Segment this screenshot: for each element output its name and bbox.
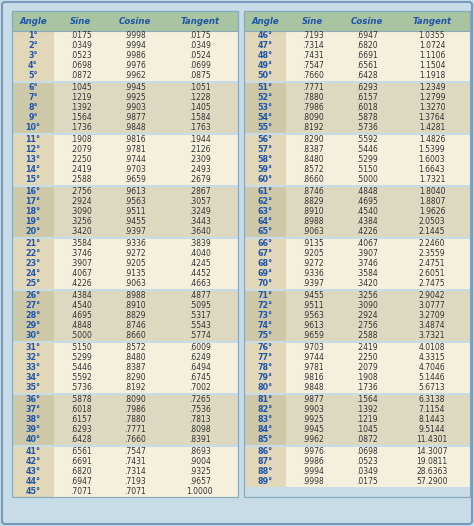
Bar [12, 373, 54, 383]
Bar [244, 405, 470, 415]
Bar [12, 383, 54, 393]
Text: 2.6051: 2.6051 [419, 269, 445, 278]
Bar [12, 415, 54, 425]
Text: 82°: 82° [257, 406, 273, 414]
Bar [12, 61, 238, 71]
Text: 19.0811: 19.0811 [417, 458, 447, 467]
Text: .1228: .1228 [189, 94, 210, 103]
Bar [244, 41, 470, 51]
Bar [12, 393, 238, 395]
Bar [244, 217, 470, 227]
Text: .2079: .2079 [70, 146, 92, 155]
Text: .3907: .3907 [70, 259, 92, 268]
Text: .2679: .2679 [189, 176, 211, 185]
Text: .0875: .0875 [189, 72, 211, 80]
Text: 41°: 41° [26, 448, 41, 457]
Bar [244, 373, 286, 383]
Text: 44°: 44° [26, 478, 41, 487]
Bar [244, 93, 470, 103]
Text: 1.1504: 1.1504 [419, 62, 445, 70]
Bar [12, 197, 238, 207]
Text: 57.2900: 57.2900 [416, 478, 448, 487]
Bar [12, 185, 238, 187]
Text: 34°: 34° [26, 373, 41, 382]
Text: .8290: .8290 [124, 373, 146, 382]
Text: .1908: .1908 [70, 136, 92, 145]
Bar [244, 269, 286, 279]
Text: 46°: 46° [257, 32, 273, 41]
Text: 88°: 88° [257, 468, 273, 477]
Bar [12, 155, 54, 165]
Text: 35°: 35° [26, 383, 41, 392]
Bar [244, 291, 286, 301]
Text: .6249: .6249 [189, 353, 211, 362]
Bar [12, 291, 238, 301]
Bar [244, 467, 470, 477]
Text: .6561: .6561 [356, 62, 378, 70]
Text: .8090: .8090 [302, 114, 324, 123]
Text: .7547: .7547 [302, 62, 324, 70]
Text: 4°: 4° [28, 62, 38, 70]
Text: .9325: .9325 [189, 468, 211, 477]
Text: 1.6643: 1.6643 [419, 166, 445, 175]
Text: 81°: 81° [257, 396, 273, 404]
Text: 43°: 43° [26, 468, 41, 477]
Text: 10°: 10° [26, 124, 41, 133]
Text: .9397: .9397 [302, 279, 324, 288]
Text: .1736: .1736 [356, 383, 378, 392]
Bar [244, 227, 470, 237]
Text: 31°: 31° [26, 343, 41, 352]
Text: .7431: .7431 [124, 458, 146, 467]
Bar [12, 269, 54, 279]
Text: .8572: .8572 [124, 343, 146, 352]
Text: .8988: .8988 [302, 217, 324, 227]
Bar [244, 477, 286, 487]
Text: 23°: 23° [26, 259, 41, 268]
Bar [244, 135, 470, 145]
Text: 56°: 56° [257, 136, 273, 145]
Text: .6820: .6820 [70, 468, 92, 477]
Text: .8480: .8480 [124, 353, 146, 362]
Bar [244, 279, 286, 289]
Text: 1°: 1° [28, 32, 38, 41]
Text: 36°: 36° [26, 396, 41, 404]
Bar [12, 11, 238, 31]
Text: .6820: .6820 [356, 42, 378, 50]
Text: .5150: .5150 [70, 343, 92, 352]
Text: .6293: .6293 [356, 84, 378, 93]
Text: .9945: .9945 [124, 84, 146, 93]
Text: .9994: .9994 [302, 468, 324, 477]
Text: .0349: .0349 [70, 42, 92, 50]
Bar [12, 445, 238, 447]
Bar [244, 447, 286, 457]
Bar [12, 447, 238, 457]
Text: .8387: .8387 [124, 363, 146, 372]
Text: .9205: .9205 [302, 249, 324, 258]
Bar [244, 61, 470, 71]
Text: .5543: .5543 [189, 321, 211, 330]
Text: .7431: .7431 [302, 52, 324, 60]
Bar [12, 395, 238, 405]
Text: .8098: .8098 [189, 426, 211, 434]
Bar [244, 83, 286, 93]
Text: 80°: 80° [257, 383, 273, 392]
Text: 1.3270: 1.3270 [419, 104, 445, 113]
Text: 3.4874: 3.4874 [419, 321, 445, 330]
Bar [244, 363, 286, 373]
Bar [244, 457, 470, 467]
Bar [12, 321, 54, 331]
Text: .8660: .8660 [302, 176, 324, 185]
Text: .3090: .3090 [356, 301, 378, 310]
Text: .8693: .8693 [189, 448, 211, 457]
Text: 9°: 9° [28, 114, 38, 123]
Text: 24°: 24° [26, 269, 41, 278]
Text: 38°: 38° [26, 416, 41, 424]
Text: 59°: 59° [257, 166, 273, 175]
Text: .2419: .2419 [356, 343, 378, 352]
Text: .9962: .9962 [302, 436, 324, 444]
Text: .5878: .5878 [356, 114, 378, 123]
Text: .3584: .3584 [356, 269, 378, 278]
Bar [244, 207, 286, 217]
Text: 6°: 6° [28, 84, 38, 93]
